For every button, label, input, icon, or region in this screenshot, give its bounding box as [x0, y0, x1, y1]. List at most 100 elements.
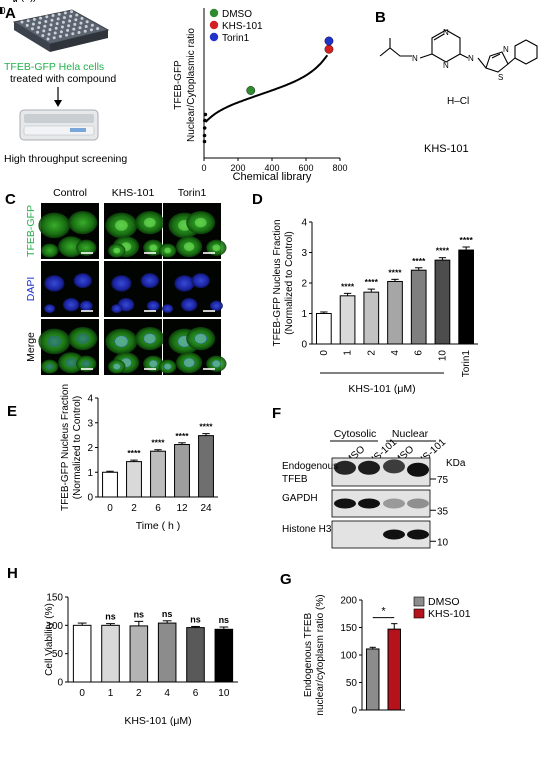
category-label: Torin1	[461, 350, 472, 378]
bar	[174, 444, 190, 498]
plate-well	[70, 10, 74, 14]
y-axis-label: Cell Viability (%)	[44, 603, 55, 676]
nucleus-stain	[146, 300, 160, 312]
nuclear-signal	[149, 360, 158, 368]
nucleus-overlay	[143, 333, 157, 344]
plate-well	[69, 14, 73, 18]
nucleus-stain	[140, 273, 160, 289]
legend-label: KHS-101	[428, 608, 471, 620]
legend-label: KHS-101	[222, 21, 263, 32]
nuclear-signal	[144, 333, 156, 344]
plate-well	[25, 23, 29, 27]
significance-label: ****	[436, 246, 450, 256]
category-label: 2	[366, 350, 377, 356]
row-label: DAPI	[25, 277, 37, 302]
category-label: 4	[0, 6, 3, 17]
bar	[387, 280, 403, 345]
cell-stain	[38, 328, 71, 355]
y-tick-label: 50	[346, 678, 358, 689]
plate-well	[90, 23, 94, 27]
bar	[72, 624, 92, 683]
significance-label: ****	[365, 277, 379, 287]
nucleus-overlay	[148, 360, 158, 368]
bar	[410, 269, 427, 345]
category-label: 1	[0, 6, 3, 17]
plate-well	[65, 33, 69, 37]
nucleus-stain	[111, 304, 123, 314]
data-point	[202, 139, 207, 144]
plate-well	[48, 28, 52, 32]
structure-atom: N	[443, 61, 449, 70]
y-tick-label: 50	[52, 649, 64, 660]
bar	[198, 435, 214, 498]
protein-band	[383, 459, 405, 474]
cell-stain	[143, 239, 164, 256]
plate-well	[56, 17, 60, 21]
protein-band	[358, 498, 380, 509]
nuclear-signal	[149, 244, 158, 252]
plate-well	[41, 34, 45, 38]
plate-well	[77, 31, 81, 34]
bar	[102, 471, 118, 498]
plate-well	[51, 14, 55, 17]
plate-well	[96, 27, 100, 31]
nuclear-signal	[113, 363, 121, 370]
nuclear-signal	[183, 242, 195, 252]
plate-well	[80, 16, 84, 20]
data-point	[203, 112, 208, 117]
cell-stain	[76, 239, 97, 256]
y-tick-label: 2	[87, 443, 93, 454]
data-point	[202, 133, 207, 138]
significance-label: ****	[175, 431, 189, 441]
row-label: Merge	[25, 332, 37, 362]
protein-band	[334, 460, 356, 475]
legend-marker	[209, 32, 219, 42]
plate-well	[39, 16, 43, 20]
significance-label: ****	[412, 256, 426, 266]
category-label: 0	[107, 503, 113, 514]
category-label: 24	[200, 503, 212, 514]
plate-well	[67, 24, 71, 28]
plate-well	[31, 22, 35, 26]
nucleus-overlay	[45, 363, 54, 370]
cell-stain	[158, 243, 177, 258]
y-axis-label-2: (Normalized to Control)	[284, 231, 295, 334]
nuclear-signal	[194, 333, 207, 344]
microscopy-grid	[38, 203, 227, 375]
panel-letter-c: C	[5, 191, 16, 208]
panel-a-caption-1: TFEB-GFP Hela cells	[4, 61, 104, 73]
nucleus-stain	[79, 300, 93, 312]
significance-label: ****	[151, 438, 165, 448]
plate-well	[20, 20, 24, 24]
plate-well	[68, 19, 72, 23]
x-tick-label: 400	[264, 163, 279, 173]
bar	[366, 648, 380, 711]
salt-label: H–Cl	[447, 96, 469, 107]
y-tick-label: 0	[351, 706, 357, 717]
nuclear-signal	[212, 244, 221, 252]
x-tick-label: 200	[230, 163, 245, 173]
marker-label: 75	[437, 475, 449, 486]
plate-well	[72, 27, 76, 31]
plate-well	[61, 20, 65, 24]
western-blot: CytosolicNuclearDMSOKHS-101DMSOKHS-101KD…	[282, 428, 466, 549]
bar	[339, 295, 356, 345]
y-tick-label: 100	[46, 621, 63, 632]
nucleus-stain	[44, 275, 65, 292]
x-tick-label: 600	[298, 163, 313, 173]
plate-well	[75, 13, 79, 17]
nucleus-overlay	[194, 333, 208, 344]
cell-stain	[41, 359, 59, 374]
nucleus-overlay	[163, 363, 172, 370]
row-label: TFEB-GFP	[25, 205, 37, 257]
x-tick-label: 800	[332, 163, 347, 173]
nuclear-signal	[164, 247, 172, 254]
marker-label: 35	[437, 506, 449, 517]
legend-swatch	[413, 596, 425, 607]
structure-atom: S	[498, 73, 503, 82]
significance-label: ****	[341, 281, 355, 291]
cell-stain	[38, 212, 71, 239]
category-label: 0	[319, 350, 330, 356]
category-label: 6	[0, 6, 3, 17]
category-label: 4	[164, 688, 170, 699]
